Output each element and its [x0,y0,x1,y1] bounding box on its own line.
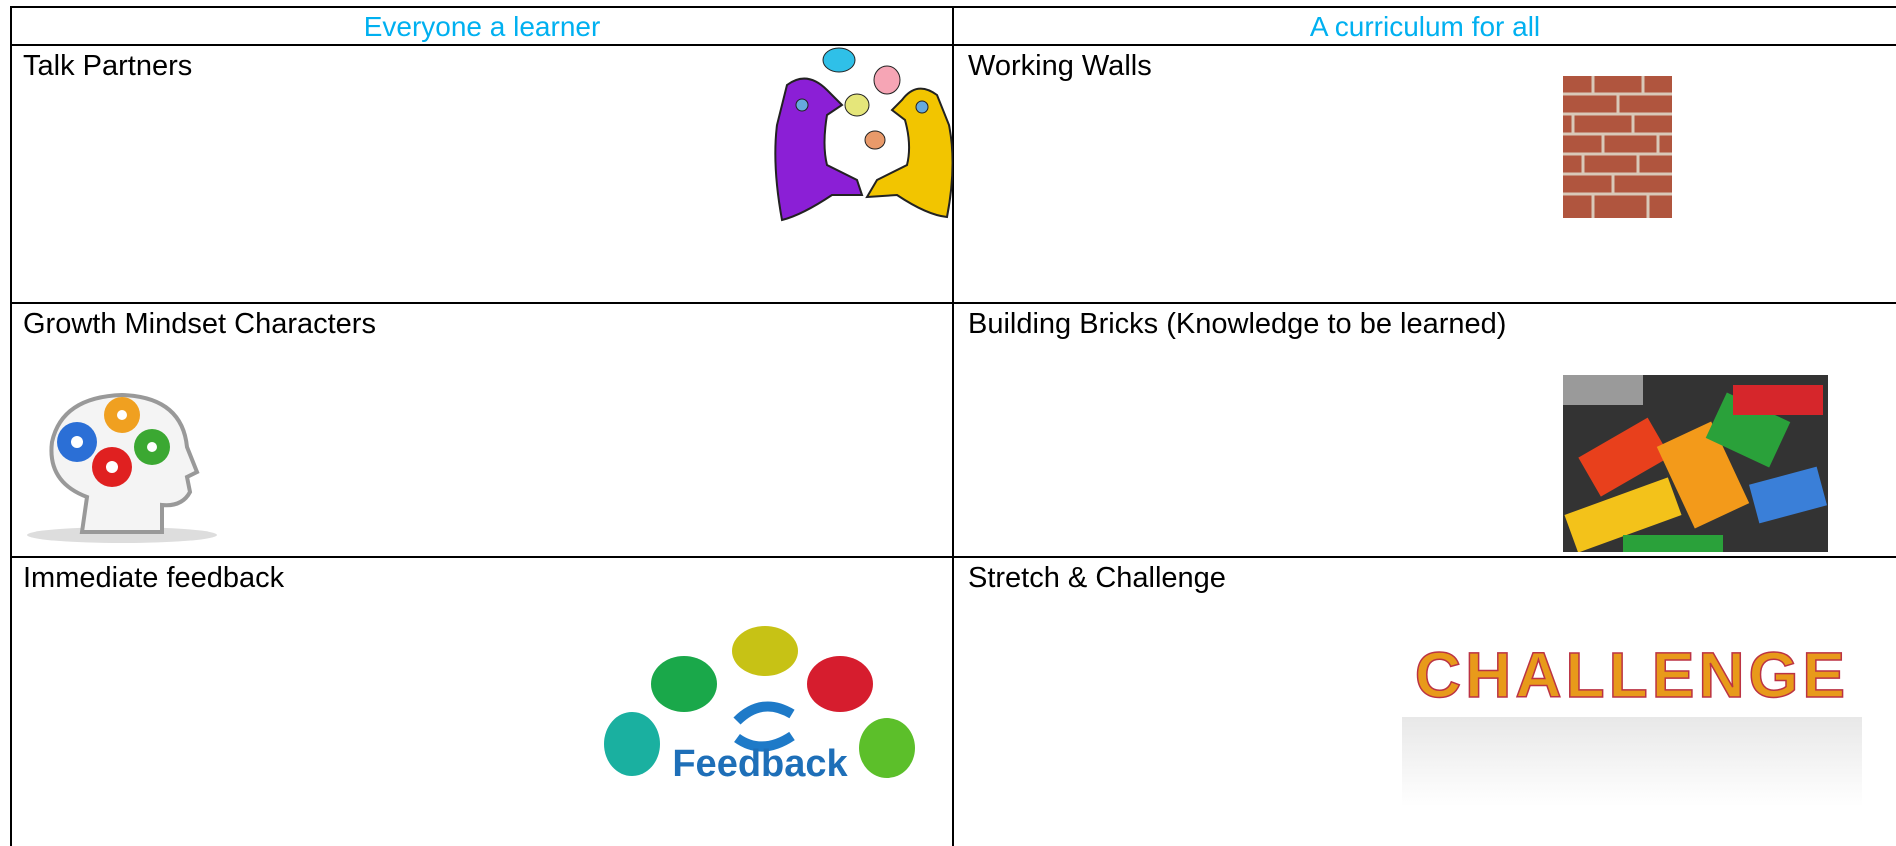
image-text: CHALLENGE [1415,639,1849,711]
cell-text: Stretch & Challenge [968,562,1226,594]
border [952,6,954,846]
challenge-image: CHALLENGE [1402,638,1862,807]
image-text: Feedback [672,743,848,785]
cell-text: Working Walls [968,50,1152,82]
column-header: A curriculum for all [1309,11,1541,42]
cell-text: Growth Mindset Characters [23,308,376,340]
column-header: Everyone a learner [363,11,601,42]
cell-text: Immediate feedback [23,562,285,594]
cell-text: Building Bricks (Knowledge to be learned… [968,308,1507,340]
cell-text: Talk Partners [23,50,193,82]
border [10,6,12,846]
brick-wall-image [1563,76,1672,218]
feedback-image: Feedback [604,626,915,785]
mindset-image [27,392,217,543]
talk-partners-image [774,47,953,222]
lego-image [1563,375,1828,552]
